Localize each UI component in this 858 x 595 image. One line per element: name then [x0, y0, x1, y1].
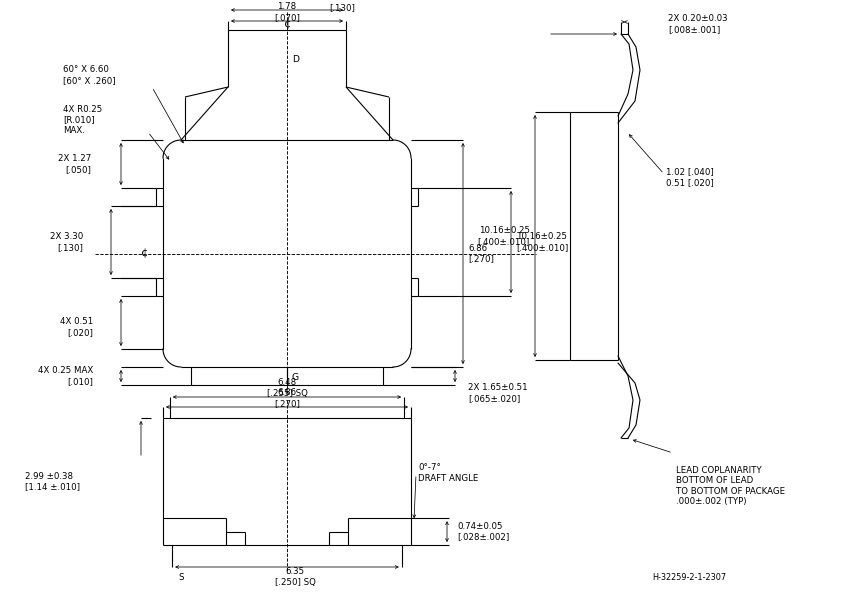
Text: 2X 1.65±0.51
[.065±.020]: 2X 1.65±0.51 [.065±.020] [468, 383, 528, 403]
Text: 0.74±0.05
[.028±.002]: 0.74±0.05 [.028±.002] [457, 522, 510, 541]
Text: 6.86
[.270]: 6.86 [.270] [274, 389, 300, 408]
Text: ¢: ¢ [142, 249, 148, 258]
Text: H-32259-2-1-2307: H-32259-2-1-2307 [652, 574, 726, 583]
Text: S: S [178, 572, 184, 581]
Text: 2X 3.30
[.130]: 2X 3.30 [.130] [329, 0, 362, 12]
Text: ¢: ¢ [284, 19, 292, 29]
Text: 60° X 6.60
[60° X .260]: 60° X 6.60 [60° X .260] [63, 65, 116, 84]
Text: 0°-7°
DRAFT ANGLE: 0°-7° DRAFT ANGLE [418, 464, 479, 483]
Text: 2.99 ±0.38
[1.14 ±.010]: 2.99 ±0.38 [1.14 ±.010] [25, 472, 80, 491]
Text: 4X 0.25 MAX
[.010]: 4X 0.25 MAX [.010] [38, 367, 93, 386]
Text: 2X 3.30
[.130]: 2X 3.30 [.130] [50, 232, 83, 252]
Text: 10.16±0.25
[.400±.010]: 10.16±0.25 [.400±.010] [478, 226, 530, 246]
Text: LEAD COPLANARITY
BOTTOM OF LEAD
TO BOTTOM OF PACKAGE
.000±.002 (TYP): LEAD COPLANARITY BOTTOM OF LEAD TO BOTTO… [676, 466, 785, 506]
Text: 4X 0.51
[.020]: 4X 0.51 [.020] [60, 317, 93, 337]
Text: 6.48
[.255] SQ: 6.48 [.255] SQ [267, 378, 307, 397]
Text: 6.86
[.270]: 6.86 [.270] [468, 244, 494, 263]
Text: 1.78
[.070]: 1.78 [.070] [274, 2, 300, 21]
Text: 10.16±0.25
[.400±.010]: 10.16±0.25 [.400±.010] [516, 232, 568, 252]
Text: 4X R0.25
[R.010]
MAX.: 4X R0.25 [R.010] MAX. [63, 105, 102, 135]
Text: 2X 0.20±0.03
[.008±.001]: 2X 0.20±0.03 [.008±.001] [668, 14, 728, 34]
Text: 1.02 [.040]
0.51 [.020]: 1.02 [.040] 0.51 [.020] [666, 167, 714, 187]
Text: G: G [292, 372, 299, 381]
Text: 6.35
[.250] SQ: 6.35 [.250] SQ [275, 567, 316, 587]
Text: D: D [292, 55, 299, 64]
Text: 2X 1.27
[.050]: 2X 1.27 [.050] [57, 154, 91, 174]
